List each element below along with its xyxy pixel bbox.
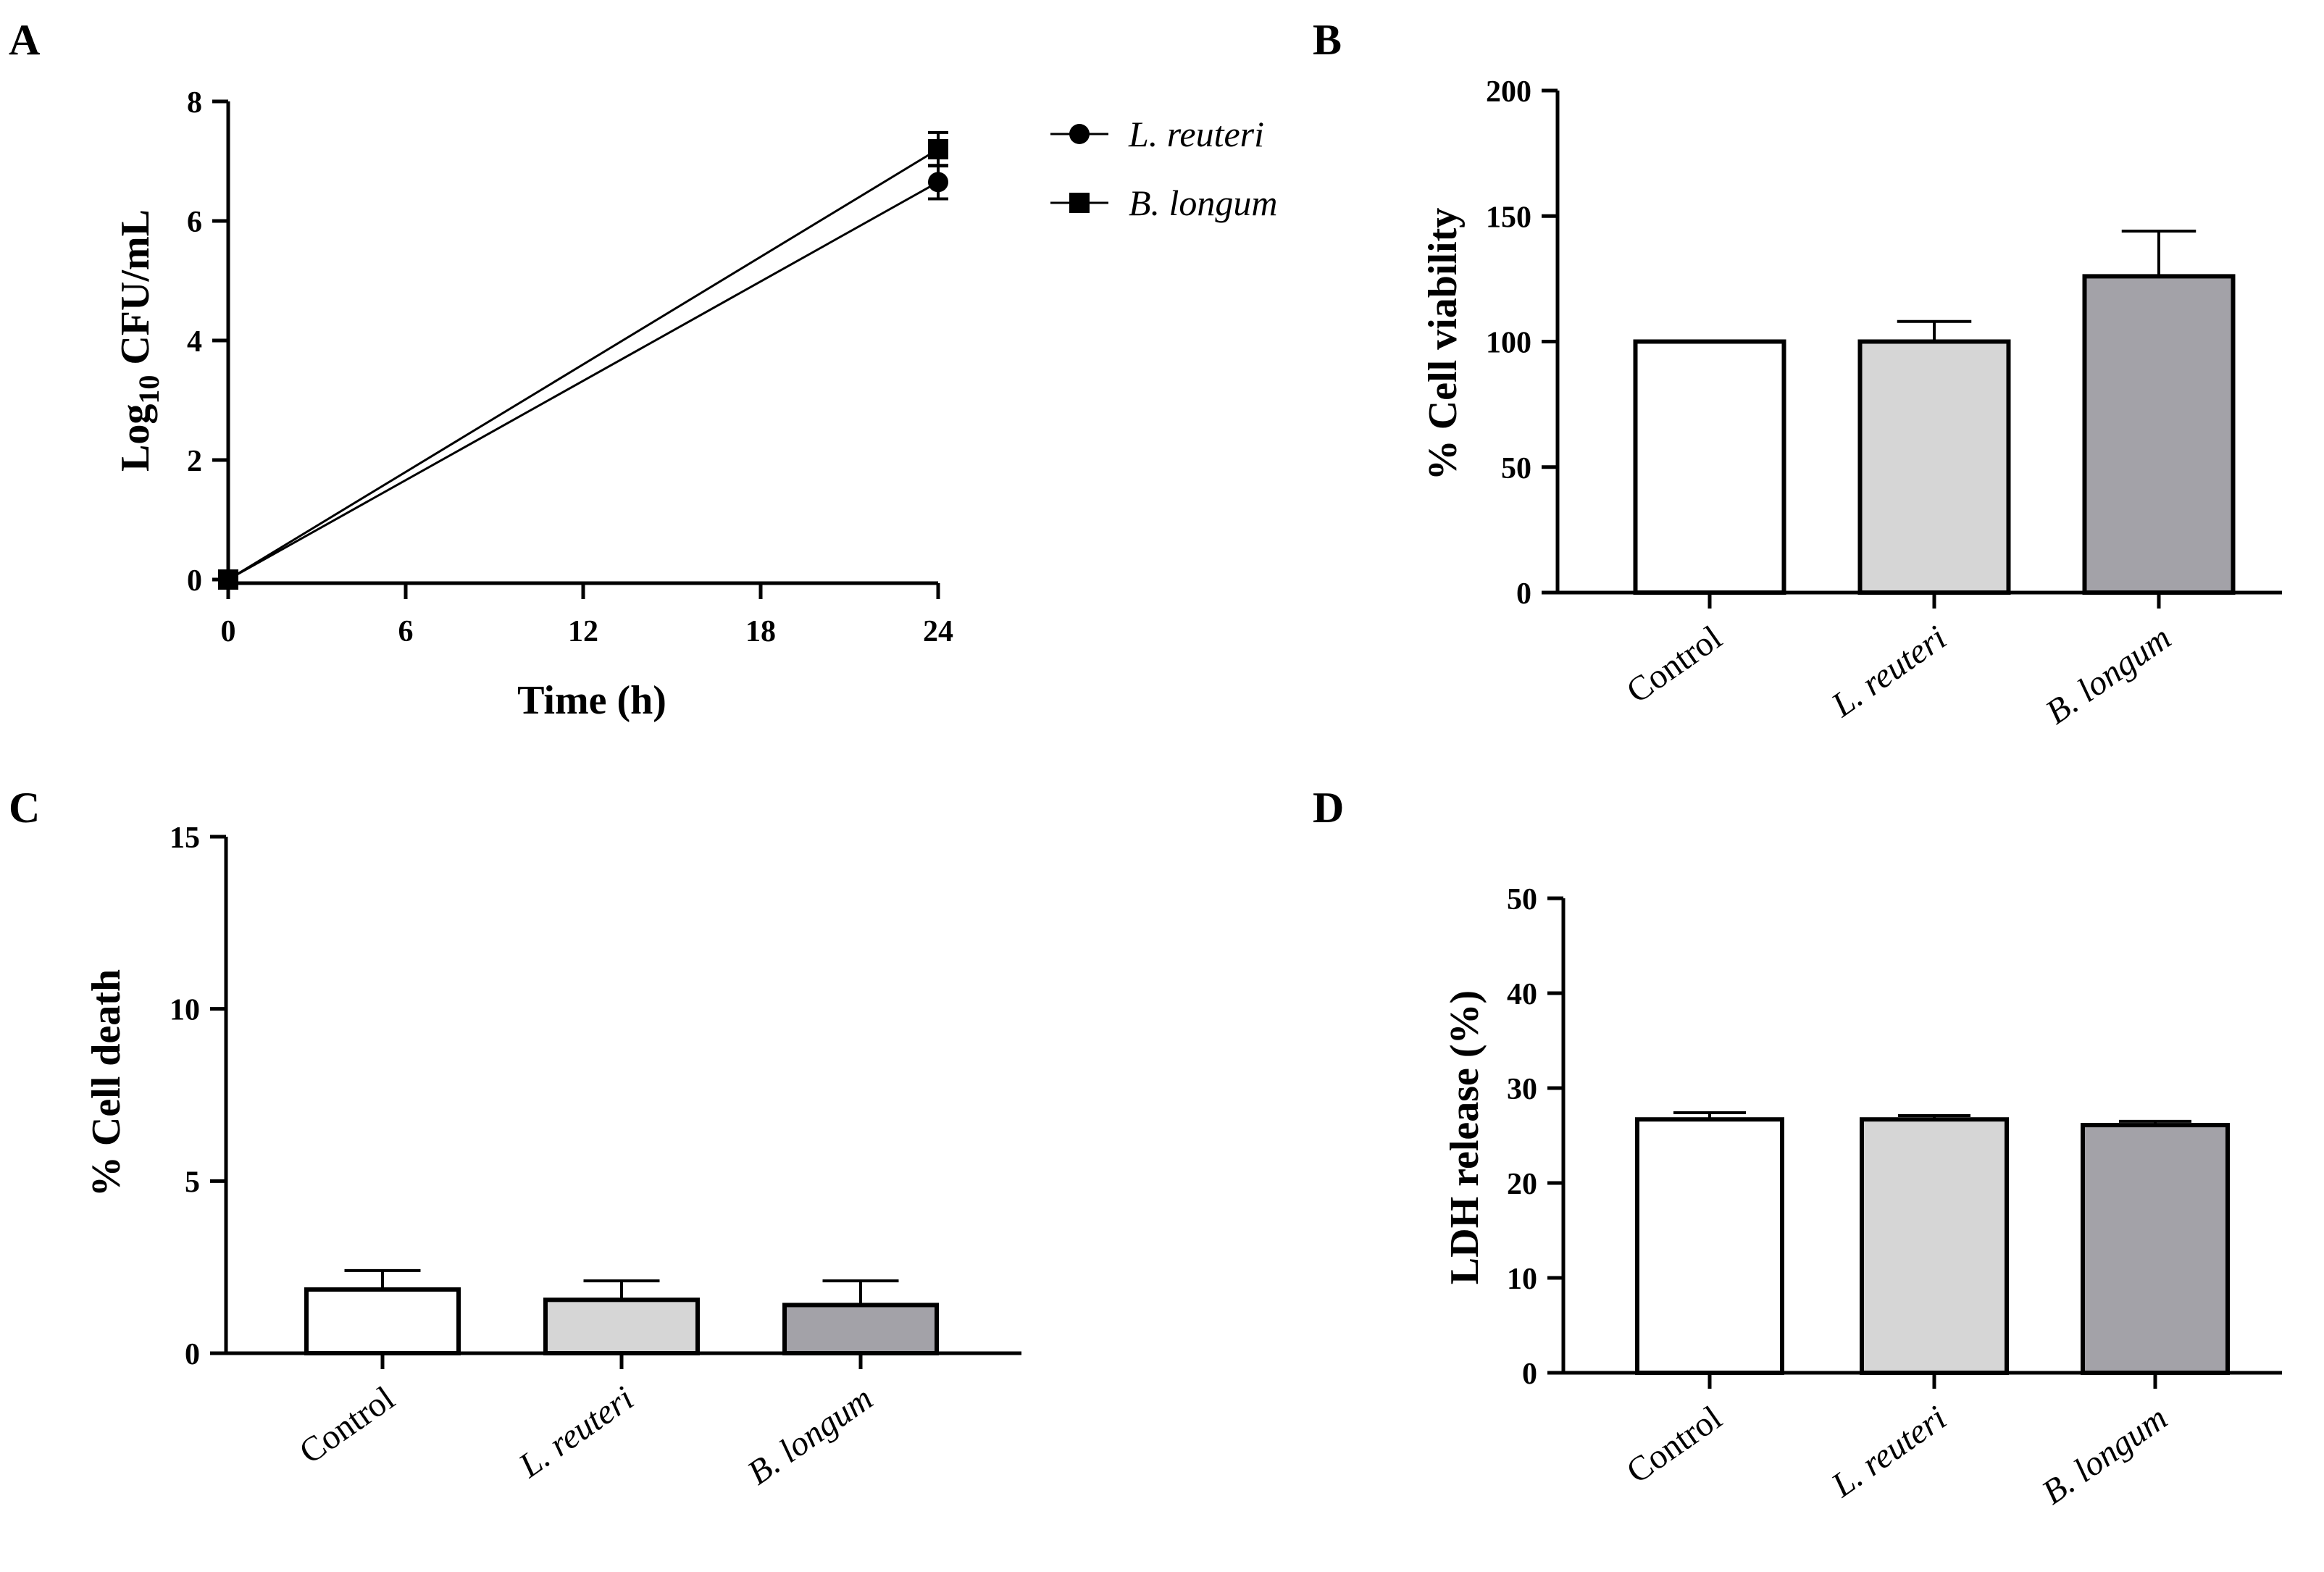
panel-c-y-tick-label: 0 <box>185 1338 200 1371</box>
panel-b-category-label: B. longum <box>2039 619 2178 732</box>
panel-c-category-label: B. longum <box>740 1379 879 1493</box>
panel-a-y-title-log: Log <box>113 404 158 472</box>
panel-letter-b: B <box>1313 16 1342 64</box>
panel-d-bar-2 <box>1860 1117 2009 1375</box>
legend-label-1: L. reuteri <box>1128 114 1264 154</box>
panel-a-y-tick-label: 2 <box>187 445 202 478</box>
panel-a-y-title-unit: CFU/mL <box>113 209 158 375</box>
panel-c-y-axis-title: % Cell death <box>84 969 129 1197</box>
panel-a-x-tick-label: 24 <box>923 615 953 648</box>
panel-a-point-square <box>928 139 948 159</box>
panel-d-y-axis-title: LDH release (%) <box>1442 990 1487 1284</box>
panel-letter-d: D <box>1313 784 1344 832</box>
panel-a-y-tick-label: 0 <box>187 564 202 598</box>
panel-a-x-tick-label: 18 <box>745 615 776 648</box>
panel-letter-c: C <box>9 784 40 832</box>
panel-c-y-tick-label: 5 <box>185 1166 200 1199</box>
panel-a-y-axis-title: Log10 CFU/mL <box>113 209 165 472</box>
panel-c-bar-chart: % Cell death 0 5 10 15 Control L. reuteri B. l… <box>84 821 1021 1492</box>
panel-d-category-label: B. longum <box>2035 1399 2174 1513</box>
panel-a-y-tick-label: 4 <box>187 325 202 359</box>
panel-b-y-axis-title: % Cell viability <box>1421 208 1466 480</box>
legend-marker-circle <box>1069 124 1090 144</box>
panel-a-line-chart: Time (h) Log10 CFU/mL L. reuteri B. longu… <box>113 86 1278 723</box>
panel-b-y-tick-label: 50 <box>1501 452 1531 485</box>
panel-b-y-tick-label: 200 <box>1486 75 1531 109</box>
panel-c-bar-1 <box>304 1287 461 1356</box>
panel-c-category-label: Control <box>293 1379 402 1472</box>
panel-a-x-axis-title: Time (h) <box>517 678 666 723</box>
legend-label-2: B. longum <box>1129 183 1278 223</box>
panel-a-x-tick-label: 0 <box>221 615 236 648</box>
panel-a-y-tick-label: 8 <box>187 86 202 120</box>
panel-a-y-title-subscript: 10 <box>133 375 165 404</box>
panel-c-bar-2 <box>543 1297 700 1356</box>
panel-d-category-label: L. reuteri <box>1824 1399 1953 1505</box>
panel-a-series-line-2 <box>227 148 939 581</box>
panel-d-bar-3 <box>2081 1123 2230 1375</box>
panel-a-series-line-1 <box>227 181 939 581</box>
panel-letter-a: A <box>9 16 40 64</box>
panel-d-y-tick-label: 0 <box>1522 1358 1537 1391</box>
panel-b-bar-1 <box>1633 339 1786 595</box>
panel-a-point-circle <box>928 172 948 193</box>
panel-d-y-tick-label: 20 <box>1507 1168 1537 1201</box>
panel-a-x-tick-label: 6 <box>398 615 414 648</box>
panel-b-y-tick-label: 0 <box>1516 577 1531 611</box>
panel-d-y-tick-label: 30 <box>1507 1073 1537 1106</box>
panel-c-y-tick-label: 10 <box>170 994 200 1027</box>
panel-d-y-tick-label: 10 <box>1507 1263 1537 1296</box>
panel-a-legend: L. reuteri B. longum <box>1050 114 1278 223</box>
panel-c-category-label: L. reuteri <box>511 1379 640 1486</box>
panel-b-category-label: L. reuteri <box>1824 619 1953 725</box>
panel-b-bar-2 <box>1857 339 2011 595</box>
panel-d-y-tick-label: 50 <box>1507 883 1537 916</box>
panel-c-bar-3 <box>782 1303 939 1356</box>
panel-b-y-tick-label: 150 <box>1486 201 1531 234</box>
panel-c-y-tick-label: 15 <box>170 821 200 855</box>
panel-d-bar-chart: LDH release (%) 0 10 20 30 40 50 Control L. reu… <box>1442 883 2282 1512</box>
panel-a-x-tick-label: 12 <box>568 615 598 648</box>
panel-b-category-label: Control <box>1620 619 1729 711</box>
panel-b-y-tick-label: 100 <box>1486 327 1531 360</box>
panel-d-category-label: Control <box>1620 1399 1729 1492</box>
legend-marker-square <box>1069 193 1090 213</box>
panel-b-bar-3 <box>2082 274 2236 595</box>
panel-a-y-tick-label: 6 <box>187 206 202 239</box>
panel-d-y-tick-label: 40 <box>1507 978 1537 1011</box>
panel-b-bar-chart: % Cell viability 0 50 100 150 200 Control L. r… <box>1421 75 2282 732</box>
panel-d-bar-1 <box>1635 1117 1784 1375</box>
panel-a-point-square <box>218 569 238 590</box>
